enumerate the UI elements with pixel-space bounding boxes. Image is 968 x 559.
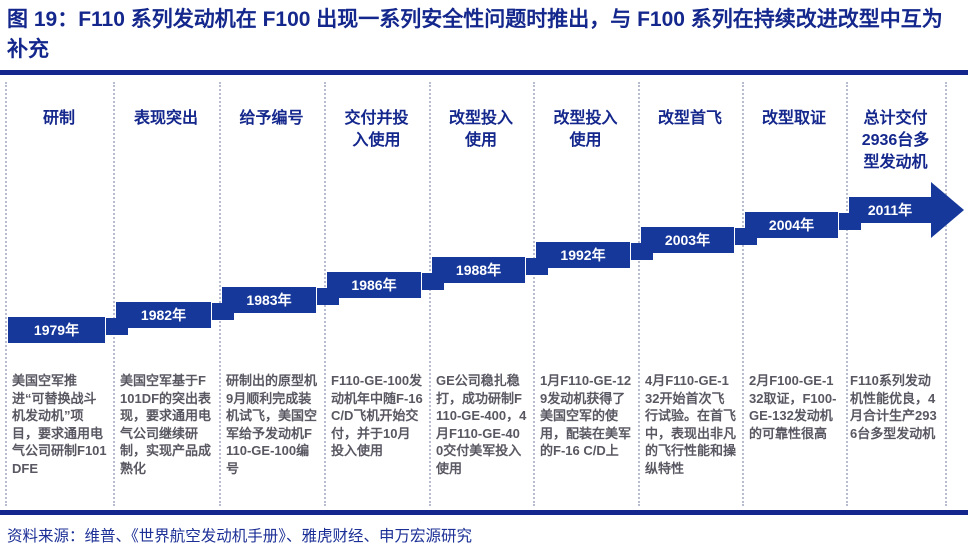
year-step-bar-1979: 1979年 xyxy=(8,317,105,343)
year-step-bar-1982: 1982年 xyxy=(106,302,211,335)
stage-header-6: 改型投入使用 xyxy=(553,110,618,149)
stage-header-3: 给予编号 xyxy=(239,110,304,127)
column-divider xyxy=(846,82,848,506)
column-divider xyxy=(533,82,535,506)
column-divider xyxy=(219,82,221,506)
year-step-bar-1992: 1992年 xyxy=(526,242,630,275)
figure-title: 图 19：F110 系列发动机在 F100 出现一系列安全性问题时推出，与 F1… xyxy=(7,8,943,61)
year-step-bar-1983: 1983年 xyxy=(212,287,316,320)
milestone-desc-5: GE公司稳扎稳打，成功研制F110-GE-400，4月F110-GE-400交付… xyxy=(436,373,527,476)
milestone-desc-3: 研制出的原型机9月顺利完成装机试飞，美国空军给予发动机F110-GE-100编号 xyxy=(226,373,318,476)
milestone-desc-6: 1月F110-GE-129发动机获得了美国空军的使用，配装在美军的F-16 C/… xyxy=(540,373,632,458)
stage-header-1: 研制 xyxy=(42,110,75,127)
stage-header-4: 交付并投入使用 xyxy=(344,110,409,149)
milestone-desc-2: 美国空军基于F101DF的突出表现，要求通用电气公司继续研制，实现产品成熟化 xyxy=(120,373,212,476)
milestone-desc-4: F110-GE-100发动机年中随F-16C/D飞机开始交付，并于10月投入使用 xyxy=(331,373,423,458)
title-divider-rule xyxy=(0,70,968,75)
milestone-desc-9: F110系列发动机性能优良，4月合计生产2936台多型发动机 xyxy=(850,373,937,441)
column-divider xyxy=(742,82,744,506)
column-divider xyxy=(113,82,115,506)
column-divider xyxy=(5,82,7,506)
source-divider-rule xyxy=(0,510,968,515)
milestone-desc-1: 美国空军推进“可替换战斗机发动机”项目，要求通用电气公司研制F101DFE xyxy=(12,373,107,476)
milestone-desc-8: 2月F100-GE-132取证，F100-GE-132发动机的可靠性很高 xyxy=(749,373,837,441)
column-divider xyxy=(638,82,640,506)
milestone-desc-7: 4月F110-GE-132开始首次飞行试验。在首飞中，表现出非凡的飞行性能和操纵… xyxy=(645,373,737,476)
source-text: 资料来源：维普、《世界航空发动机手册》、雅虎财经、申万宏源研究 xyxy=(7,528,473,545)
year-step-bar-1986: 1986年 xyxy=(317,272,421,305)
year-step-bar-1988: 1988年 xyxy=(422,257,525,290)
stage-header-5: 改型投入使用 xyxy=(448,110,513,149)
stage-header-8: 改型取证 xyxy=(761,110,826,127)
stage-header-7: 改型首飞 xyxy=(657,110,722,127)
year-step-bar-2004: 2004年 xyxy=(735,212,838,245)
year-step-bar-2003: 2003年 xyxy=(631,227,734,260)
column-divider xyxy=(945,82,947,506)
timeline-chart: 研制 表现突出 给予编号 交付并投入使用 改型投入使用 改型投入使用 改型首飞 … xyxy=(0,80,968,510)
year-step-arrow-2011: 2011年 xyxy=(839,197,931,230)
column-divider xyxy=(429,82,431,506)
stage-header-2: 表现突出 xyxy=(133,110,198,127)
stage-header-9: 总计交付2936台多型发动机 xyxy=(861,110,930,171)
